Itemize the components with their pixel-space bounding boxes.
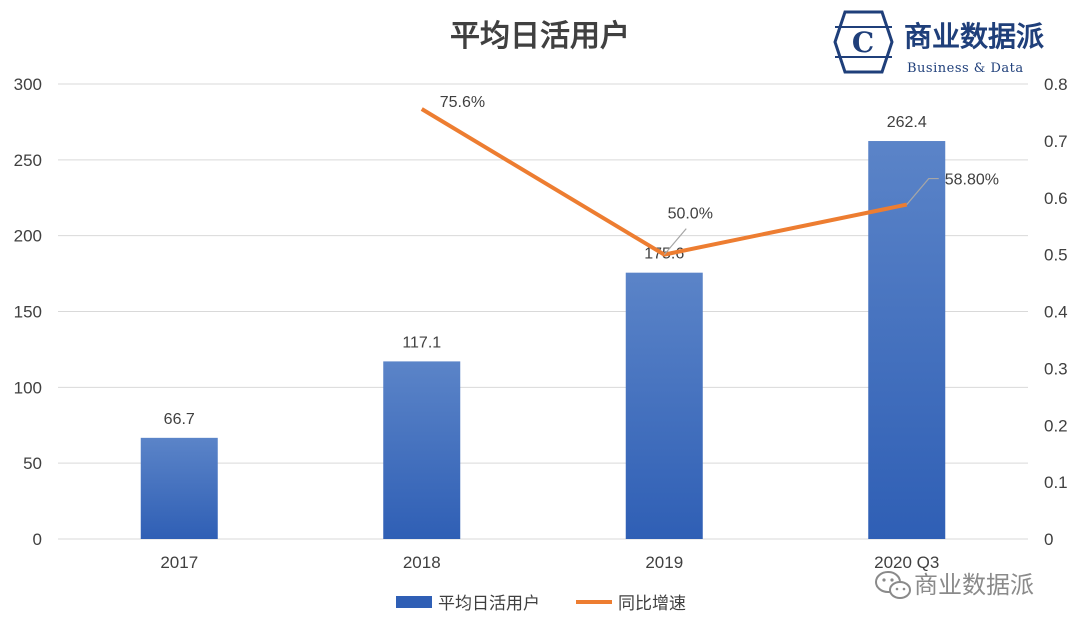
right-axis: 0 0.1 0.2 0.3 0.4 0.5 0.6 0.7 0.8 (1044, 75, 1068, 549)
chart-title: 平均日活用户 (450, 19, 630, 54)
left-axis-tick-label: 300 (14, 75, 42, 94)
x-axis-tick-label: 2020 Q3 (874, 553, 939, 572)
bar (625, 272, 703, 539)
left-axis-tick-label: 50 (23, 454, 42, 473)
bar-data-label: 262.4 (887, 114, 927, 131)
label-leader-line (906, 177, 939, 205)
x-axis-tick-label: 2019 (645, 553, 683, 572)
logo-hexagon-icon: C (833, 10, 894, 74)
right-axis-tick-label: 0 (1044, 530, 1053, 549)
watermark: 商业数据派 (875, 571, 1034, 599)
left-axis: 0 50 100 150 200 250 300 (14, 75, 42, 549)
right-axis-tick-label: 0.2 (1044, 416, 1068, 435)
left-axis-tick-label: 0 (33, 530, 42, 549)
line-series: 75.6% 50.0% 58.80% (420, 94, 999, 257)
right-axis-tick-label: 0.3 (1044, 359, 1068, 378)
legend: 平均日活用户 同比增速 (396, 594, 686, 614)
x-axis-tick-label: 2018 (403, 553, 441, 572)
right-axis-tick-label: 0.6 (1044, 189, 1068, 208)
left-axis-tick-label: 250 (14, 151, 42, 170)
left-axis-tick-label: 150 (14, 303, 42, 322)
right-axis-tick-label: 0.1 (1044, 473, 1068, 492)
label-leader-line (663, 228, 687, 256)
right-axis-tick-label: 0.8 (1044, 75, 1068, 94)
logo-letter: C (852, 26, 874, 59)
right-axis-tick-label: 0.7 (1044, 132, 1068, 151)
bar (868, 141, 946, 539)
right-axis-tick-label: 0.5 (1044, 246, 1068, 265)
logo-subtitle: Business & Data (907, 61, 1024, 76)
wechat-icon (875, 571, 911, 599)
line-data-label: 50.0% (668, 206, 713, 223)
left-axis-tick-label: 200 (14, 227, 42, 246)
line-data-label: 75.6% (440, 94, 485, 111)
legend-bar-label: 平均日活用户 (438, 594, 540, 614)
left-axis-tick-label: 100 (14, 378, 42, 397)
x-axis-tick-label: 2017 (160, 553, 198, 572)
logo-text: 商业数据派 (904, 20, 1044, 53)
bar-data-label: 66.7 (164, 411, 195, 428)
bar (383, 361, 461, 539)
legend-line-label: 同比增速 (618, 594, 686, 614)
bar (140, 437, 218, 539)
growth-line (420, 107, 908, 257)
right-axis-tick-label: 0.4 (1044, 303, 1068, 322)
watermark-text: 商业数据派 (914, 571, 1034, 599)
line-data-label: 58.80% (945, 172, 999, 189)
gridlines (58, 83, 1028, 540)
brand-logo: C 商业数据派 Business & Data (833, 10, 1044, 76)
bar-data-label: 117.1 (402, 334, 441, 351)
x-axis: 2017 2018 2019 2020 Q3 (160, 553, 939, 572)
legend-bar-swatch (396, 596, 432, 608)
